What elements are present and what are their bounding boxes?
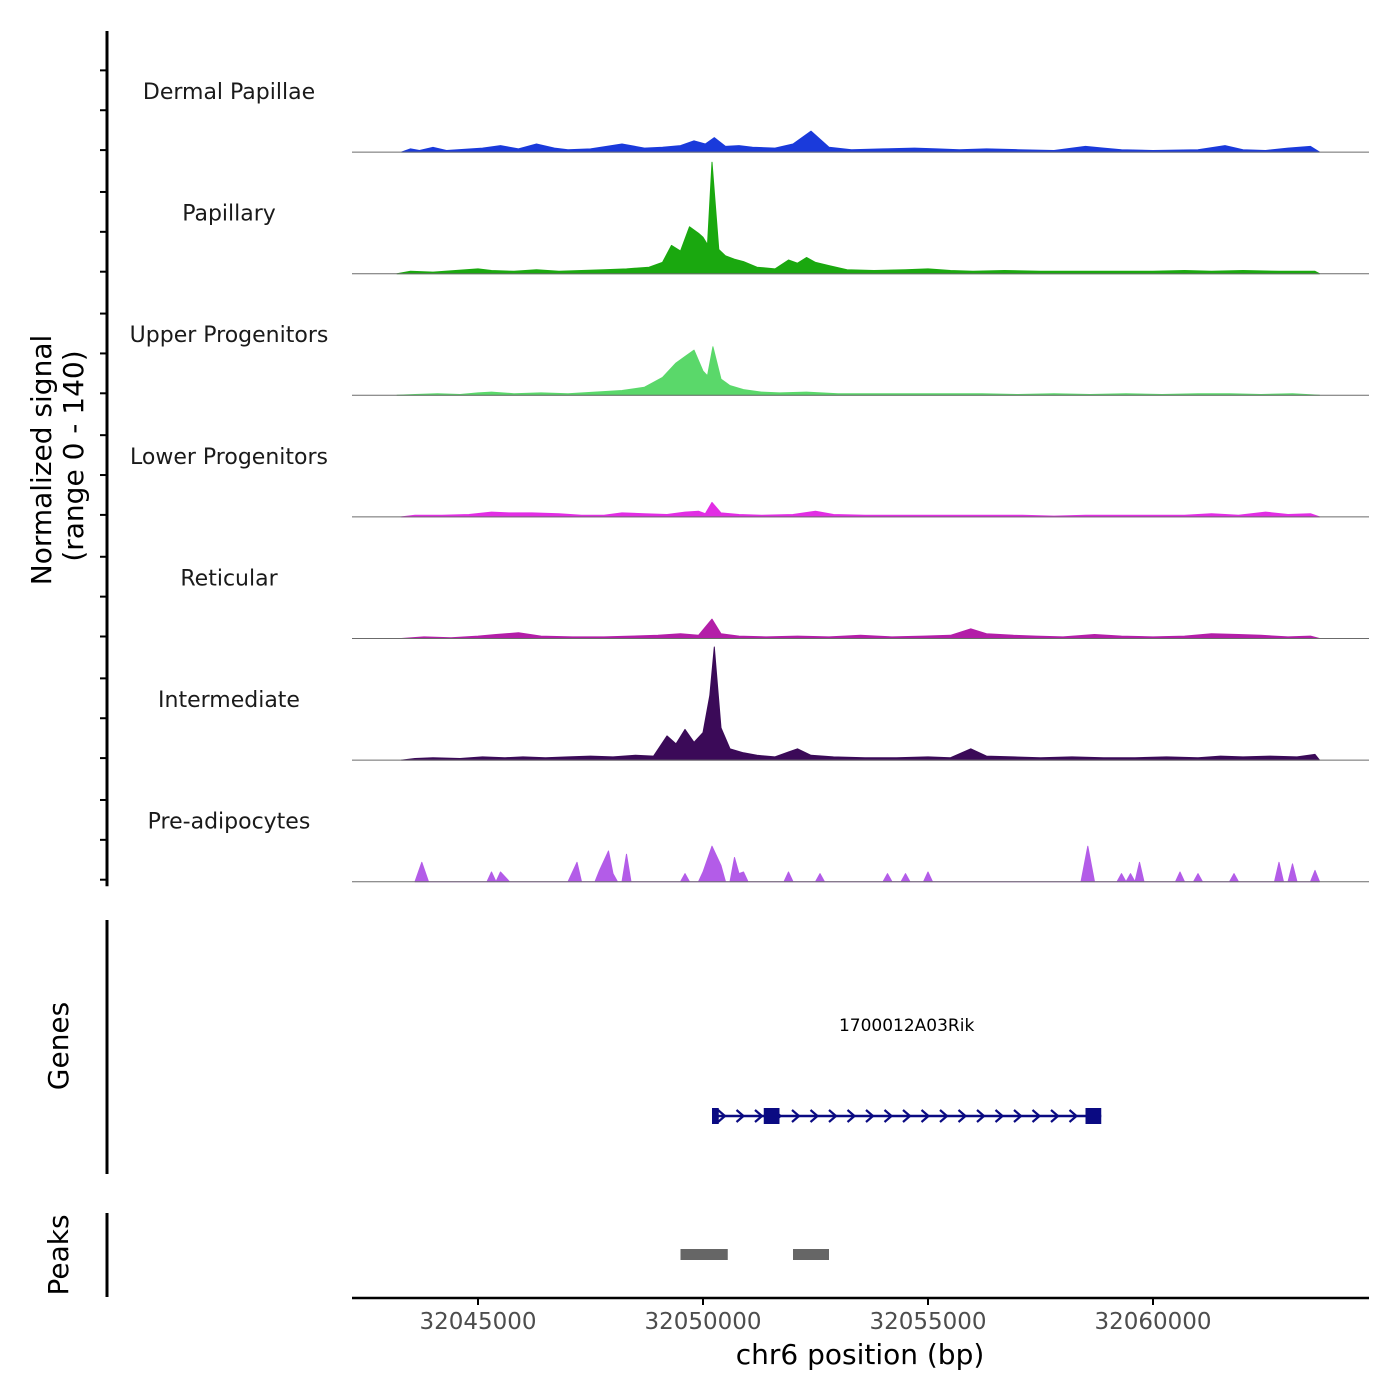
strand-arrow [902,1109,912,1123]
track-pre-adipocytes: Pre-adipocytes [100,798,1369,883]
strand-arrow [994,1109,1005,1123]
gene-track: Genes 1700012A03Rik [42,920,1102,1174]
gene-exon [712,1108,719,1124]
strand-arrow [1050,1109,1060,1123]
coverage-area-papillary [396,161,1320,275]
strand-arrow [1068,1109,1079,1123]
track-label-upper-progenitors: Upper Progenitors [130,323,329,348]
strand-arrow [957,1109,968,1123]
track-label-pre-adipocytes: Pre-adipocytes [148,810,311,835]
track-label-intermediate: Intermediate [158,688,300,713]
strand-arrow [809,1109,820,1123]
track-intermediate: Intermediate [100,646,1369,761]
strand-arrow [735,1109,746,1123]
x-axis-title: chr6 position (bp) [736,1338,985,1371]
y-axis-title-line2: (range 0 - 140) [57,350,90,561]
track-label-papillary: Papillary [182,202,276,227]
x-tick-label: 32055000 [869,1309,986,1335]
x-axis: chr6 position (bp) 32045000 32050000 32055… [352,1296,1369,1371]
x-tick-label: 32060000 [1094,1309,1211,1335]
coverage-area-upper-progenitors [396,346,1320,396]
strand-arrow [1013,1109,1023,1123]
peak-region [680,1249,728,1260]
track-papillary: Papillary [100,161,1369,275]
strand-arrow [828,1109,838,1123]
strand-arrow [883,1109,894,1123]
coverage-area-intermediate [401,646,1320,761]
track-label-reticular: Reticular [180,566,278,591]
track-reticular: Reticular [100,555,1369,639]
signal-tracks: Dermal Papillae Papillary Upper Progenitor… [100,31,1369,887]
y-axis-title-line1: Normalized signal [25,335,58,586]
strand-arrow [920,1109,931,1123]
strand-arrow [939,1109,949,1123]
strand-arrow [754,1109,764,1123]
coverage-area-pre-adipocytes [414,845,1320,883]
gene-exon [1085,1108,1102,1124]
x-tick-label: 32045000 [419,1309,536,1335]
peak-track: Peaks [42,1213,829,1297]
track-upper-progenitors: Upper Progenitors [100,312,1369,396]
strand-arrow [976,1109,986,1123]
gene-exon [763,1108,780,1124]
track-lower-progenitors: Lower Progenitors [100,434,1369,518]
gene-name-label: 1700012A03Rik [839,1016,975,1036]
y-axis-title: Normalized signal (range 0 - 140) [25,335,90,586]
strand-arrow [791,1109,801,1123]
track-label-dermal-papillae: Dermal Papillae [143,80,315,105]
strand-arrow [1031,1109,1042,1123]
strand-arrow [717,1109,727,1123]
track-dermal-papillae: Dermal Papillae [100,69,1369,153]
peak-region [793,1249,829,1260]
strand-arrow [865,1109,875,1123]
gene-1700012a03rik: 1700012A03Rik [712,1016,1102,1124]
gene-track-title: Genes [42,1002,75,1090]
peak-track-title: Peaks [42,1214,75,1295]
coverage-area-dermal-papillae [401,130,1320,153]
track-label-lower-progenitors: Lower Progenitors [130,445,328,470]
strand-arrow [846,1109,857,1123]
coverage-area-lower-progenitors [401,501,1320,518]
coverage-area-reticular [401,618,1320,639]
x-tick-label: 32050000 [644,1309,761,1335]
